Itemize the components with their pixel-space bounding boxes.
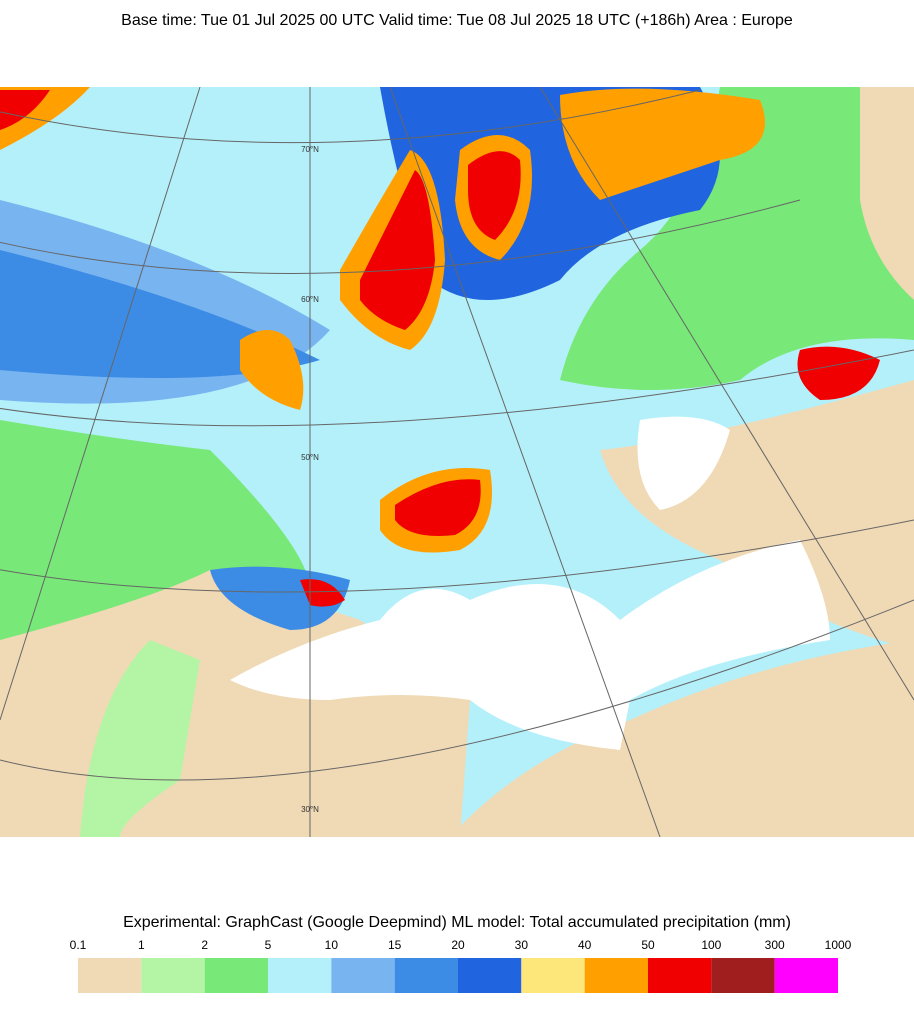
color-box <box>268 958 332 993</box>
map: 70°N 60°N 50°N 30°N <box>0 87 914 837</box>
precip-area <box>468 151 521 240</box>
precip-area <box>300 579 345 607</box>
colorbar-tick-label: 5 <box>265 938 272 952</box>
colorbar-tick-label: 20 <box>451 938 465 952</box>
colorbar-tick-label: 30 <box>515 938 529 952</box>
precip-area <box>860 87 914 300</box>
lat-label: 70°N <box>301 145 319 154</box>
colorbar: 0.1 1 2 5 10 15 20 30 40 50 100 300 1000 <box>70 938 852 993</box>
precip-area <box>240 330 304 410</box>
color-box <box>521 958 585 993</box>
color-box <box>711 958 775 993</box>
colorbar-tick-label: 1000 <box>825 938 852 952</box>
colorbar-tick-label: 10 <box>325 938 339 952</box>
colorbar-tick-label: 50 <box>641 938 655 952</box>
precip-area <box>797 346 880 400</box>
graticule <box>0 87 914 837</box>
color-box <box>648 958 712 993</box>
precip-area <box>560 87 914 390</box>
sea <box>637 416 730 510</box>
color-box <box>331 958 395 993</box>
precip-area <box>80 640 200 837</box>
colorbar-tick-label: 15 <box>388 938 402 952</box>
color-box <box>141 958 205 993</box>
colorbar-tick-label: 0.1 <box>70 938 87 952</box>
color-box <box>394 958 458 993</box>
color-box <box>774 958 838 993</box>
precip-area <box>395 479 481 536</box>
color-box <box>78 958 142 993</box>
color-box <box>204 958 268 993</box>
precip-area <box>560 88 765 200</box>
precip-area <box>360 170 435 330</box>
lat-label: 30°N <box>301 805 319 814</box>
legend-title: Experimental: GraphCast (Google Deepmind… <box>123 914 791 931</box>
colorbar-tick-label: 100 <box>701 938 721 952</box>
colorbar-tick-label: 40 <box>578 938 592 952</box>
colorbar-tick-label: 2 <box>201 938 208 952</box>
precip-area <box>0 90 50 130</box>
colorbar-tick-label: 1 <box>138 938 145 952</box>
sea <box>230 540 830 750</box>
color-box <box>458 958 522 993</box>
lat-label: 60°N <box>301 295 319 304</box>
header-title: Base time: Tue 01 Jul 2025 00 UTC Valid … <box>121 12 793 29</box>
precip-area <box>450 640 914 837</box>
lat-label: 50°N <box>301 453 319 462</box>
colorbar-tick-label: 300 <box>765 938 785 952</box>
color-box <box>584 958 648 993</box>
